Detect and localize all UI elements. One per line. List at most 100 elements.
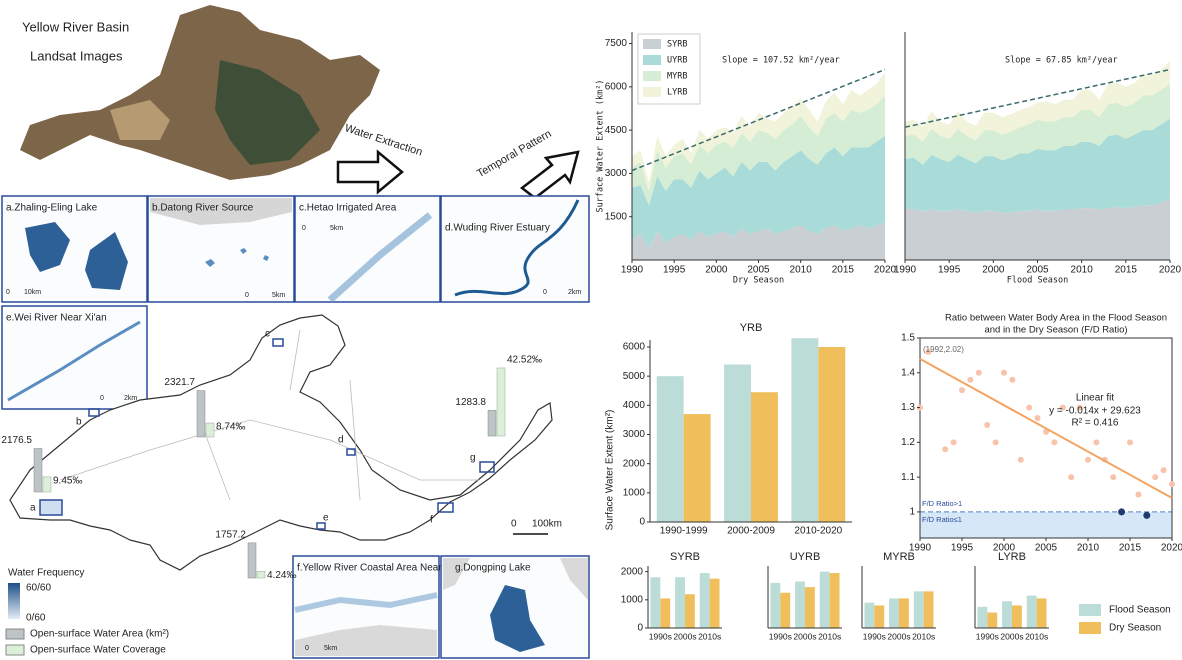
site-label: e	[323, 513, 329, 524]
legend-swatch	[1079, 604, 1101, 616]
point	[1034, 415, 1041, 421]
legend-swatch	[643, 55, 661, 65]
y-tick-label: 1.4	[901, 367, 915, 378]
inset-frame	[1, 305, 148, 410]
annotation: Slope = 107.52 km²/year	[722, 56, 840, 66]
site-box	[88, 408, 100, 417]
x-tick-label: 2005	[1035, 543, 1058, 554]
x-tick-label: 1990	[909, 543, 932, 554]
y-tick-label: 4500	[605, 125, 628, 136]
x-tick-label: 2010s	[818, 631, 841, 641]
landsat-image	[215, 60, 320, 165]
bar	[656, 376, 684, 522]
bar	[923, 591, 934, 628]
legend-label: Flood Season	[1109, 605, 1171, 616]
y-tick-label: 1000	[621, 594, 644, 605]
site-label: g	[470, 453, 476, 464]
inset-frame	[294, 195, 441, 303]
scale-label: 5km	[272, 292, 285, 299]
land	[295, 625, 437, 656]
site-box	[39, 499, 63, 516]
bar	[675, 577, 685, 628]
bar	[977, 606, 988, 628]
highlight-point	[1118, 508, 1126, 516]
y-tick-label: 1	[909, 507, 915, 518]
river	[327, 212, 433, 303]
scale-label: 0	[100, 395, 104, 402]
y-tick-label: 6000	[623, 342, 646, 353]
inset-label: d.Wuding River Estuary	[445, 223, 550, 234]
x-tick-label: 1995	[938, 265, 961, 276]
bar	[829, 573, 840, 628]
point	[1135, 491, 1142, 498]
scale-label: 2km	[568, 289, 581, 296]
bar	[913, 591, 924, 628]
y-tick-label: 1.5	[901, 333, 915, 344]
land	[150, 198, 292, 225]
x-tick-label: 2005	[747, 265, 770, 276]
annotation: F/D Ratio>1	[922, 499, 962, 508]
point	[967, 376, 974, 383]
legend-label: UYRB	[667, 56, 687, 66]
x-tick-label: 2005	[1026, 265, 1049, 276]
x-tick-label: 2000s	[1000, 631, 1023, 641]
annotation: Linear fit	[1076, 393, 1115, 404]
x-tick-label: 1995	[663, 265, 686, 276]
basin-outline	[9, 314, 553, 571]
legend-swatch	[5, 628, 25, 640]
fit-line	[919, 358, 1173, 499]
legend-swatch	[643, 71, 661, 81]
bar	[1026, 595, 1037, 628]
inset-frame	[440, 195, 590, 303]
x-tick-label: 1990	[894, 265, 917, 276]
legend-swatch	[643, 87, 661, 97]
x-tick-label: 2000	[993, 543, 1016, 554]
bar	[1036, 598, 1047, 628]
scale-label: 0	[6, 289, 10, 296]
point	[1160, 467, 1167, 474]
point	[1017, 456, 1024, 463]
water	[205, 248, 269, 267]
highlight-point	[1143, 511, 1151, 519]
bar	[660, 598, 671, 628]
x-tick-label: 2010	[1071, 265, 1094, 276]
x-axis-label: Flood Season	[1007, 276, 1068, 286]
tributary	[59, 329, 480, 501]
bar	[889, 598, 899, 628]
bar	[770, 582, 781, 628]
annotation: F/D Ratio≤1	[922, 515, 962, 524]
x-tick-label: 2015	[1119, 543, 1142, 554]
y-tick-label: 1.1	[901, 472, 915, 483]
y-tick-label: 1.2	[901, 437, 915, 448]
bar	[864, 602, 875, 628]
legend-label: Open-surface Water Coverage	[30, 645, 166, 656]
annotation: y = -0.014x + 29.623	[1049, 406, 1141, 417]
chart-title: UYRB	[790, 551, 821, 563]
point	[1152, 474, 1159, 481]
area-label: 1283.8	[455, 397, 486, 408]
point	[1169, 481, 1175, 488]
x-tick-label: 2010-2020	[794, 526, 842, 537]
scale-label: 2km	[124, 395, 137, 402]
bar	[819, 571, 830, 628]
arrow	[519, 150, 580, 200]
title: Yellow River Basin	[22, 19, 129, 34]
area-bar	[487, 410, 497, 437]
coverage-label: 9.45‰	[53, 476, 82, 487]
coverage-bar	[42, 476, 52, 493]
area-label: 2321.7	[164, 377, 195, 388]
site-label: f	[430, 515, 433, 526]
x-tick-label: 2020	[1159, 265, 1182, 276]
x-tick-label: 1990	[621, 265, 644, 276]
scale-label: 5km	[330, 225, 343, 232]
x-tick-label: 1990s	[976, 631, 999, 641]
bar	[818, 347, 846, 522]
bar	[751, 392, 778, 522]
y-tick-label: 5000	[623, 371, 646, 382]
site-box	[479, 461, 495, 473]
legend-label: 60/60	[26, 583, 51, 594]
point	[1085, 456, 1091, 463]
scale-label: 0	[511, 519, 517, 530]
x-tick-label: 2020	[1161, 543, 1182, 554]
